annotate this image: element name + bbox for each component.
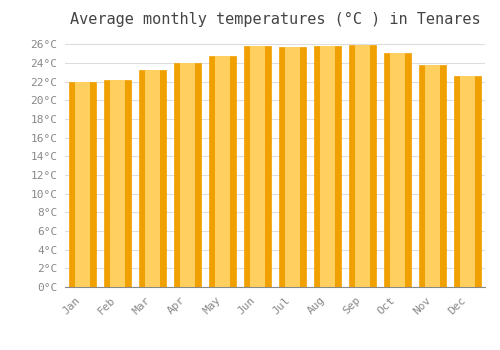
Bar: [250, 46, 265, 287]
Bar: [110, 80, 125, 287]
Bar: [384, 53, 411, 287]
Bar: [69, 82, 96, 287]
Bar: [215, 56, 230, 287]
Bar: [104, 80, 131, 287]
Bar: [355, 45, 370, 287]
Bar: [75, 82, 90, 287]
Bar: [390, 53, 405, 287]
Bar: [285, 47, 300, 287]
Bar: [425, 65, 440, 287]
Bar: [349, 45, 376, 287]
Bar: [320, 46, 335, 287]
Bar: [139, 70, 166, 287]
Bar: [244, 46, 271, 287]
Bar: [314, 46, 341, 287]
Bar: [209, 56, 236, 287]
Bar: [460, 76, 475, 287]
Bar: [145, 70, 160, 287]
Bar: [174, 63, 201, 287]
Bar: [279, 47, 306, 287]
Bar: [180, 63, 195, 287]
Title: Average monthly temperatures (°C ) in Tenares: Average monthly temperatures (°C ) in Te…: [70, 12, 480, 27]
Bar: [454, 76, 481, 287]
Bar: [419, 65, 446, 287]
